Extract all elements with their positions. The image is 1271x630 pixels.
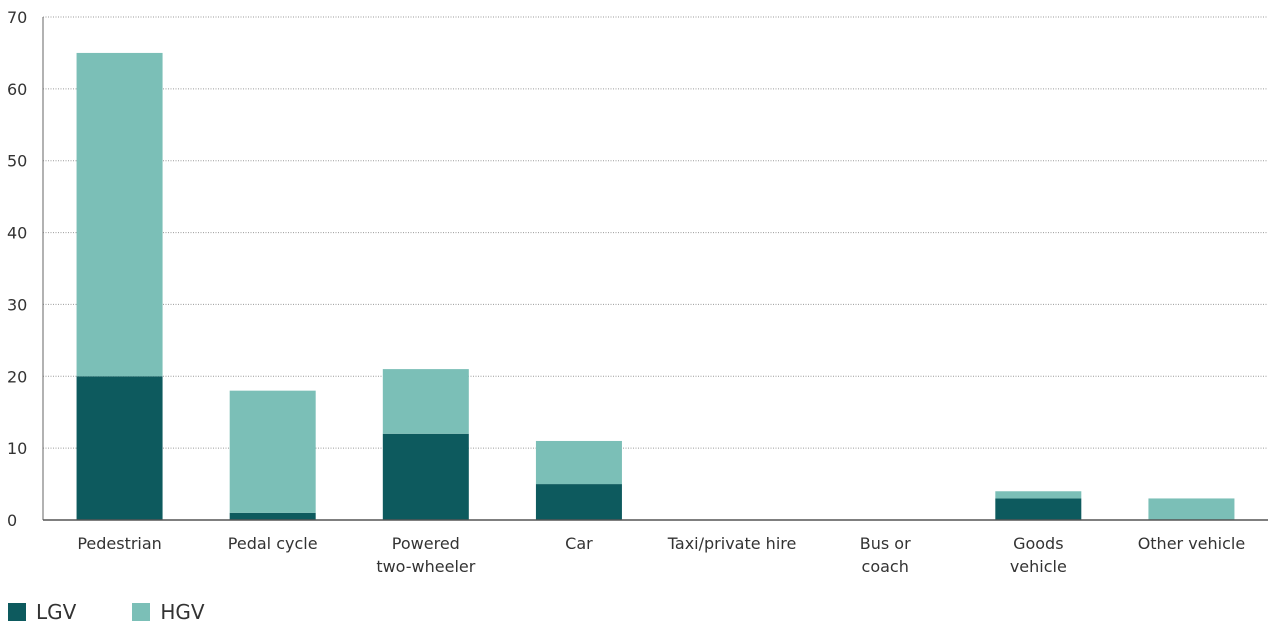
- x-tick-label-line: Powered: [392, 534, 460, 553]
- x-tick-label-line: Pedal cycle: [228, 534, 318, 553]
- x-tick-label-line: vehicle: [1010, 557, 1067, 576]
- legend: LGV HGV: [8, 600, 261, 624]
- bar-lgv-0: [76, 376, 163, 520]
- legend-swatch-hgv: [132, 603, 151, 621]
- x-tick-label: Taxi/private hire: [667, 534, 797, 553]
- bar-lgv-2: [382, 433, 469, 520]
- bar-chart: 0 10 20 30 40 50 60 70 Pedestrian Pedal cycle Pow…: [7, 8, 1268, 576]
- y-tick-label: 0: [7, 511, 17, 530]
- x-tick-label-line: Other vehicle: [1138, 534, 1246, 553]
- legend-label-hgv: HGV: [160, 600, 205, 624]
- x-tick-label: Goods vehicle: [1010, 534, 1067, 576]
- legend-label-lgv: LGV: [36, 600, 77, 624]
- legend-item-lgv: LGV: [8, 600, 76, 624]
- y-tick-label: 30: [7, 295, 27, 314]
- bar-hgv-3: [535, 440, 622, 485]
- bar-hgv-2: [382, 369, 469, 434]
- y-tick-label: 50: [7, 152, 27, 171]
- bar-lgv-1: [229, 512, 316, 520]
- bar-lgv-3: [535, 484, 622, 520]
- y-tick-label: 20: [7, 367, 27, 386]
- gridlines: [43, 16, 1268, 449]
- x-tick-label: Bus or coach: [860, 534, 911, 576]
- y-tick-label: 70: [7, 8, 27, 27]
- y-axis: 0 10 20 30 40 50 60 70: [7, 8, 44, 530]
- bar-hgv-7: [1148, 498, 1235, 520]
- x-tick-label-line: Goods: [1013, 534, 1063, 553]
- bar-hgv-1: [229, 390, 316, 513]
- x-tick-label-line: Bus or: [860, 534, 911, 553]
- bar-hgv-0: [76, 52, 163, 377]
- x-tick-label-line: Pedestrian: [77, 534, 162, 553]
- x-tick-label-line: coach: [862, 557, 909, 576]
- x-tick-label-line: Taxi/private hire: [667, 534, 797, 553]
- y-tick-label: 10: [7, 439, 27, 458]
- x-tick-label: Other vehicle: [1138, 534, 1246, 553]
- x-tick-label-line: Car: [565, 534, 593, 553]
- x-tick-label: Pedestrian: [77, 534, 162, 553]
- y-tick-label: 40: [7, 224, 27, 243]
- bars: [76, 52, 1235, 520]
- legend-item-hgv: HGV: [132, 600, 205, 624]
- x-tick-label: Car: [565, 534, 593, 553]
- x-axis: Pedestrian Pedal cycle Powered two-wheeler C…: [43, 519, 1268, 576]
- x-tick-label: Pedal cycle: [228, 534, 318, 553]
- bar-hgv-6: [995, 491, 1082, 499]
- x-tick-label-line: two-wheeler: [376, 557, 475, 576]
- x-tick-label: Powered two-wheeler: [376, 534, 475, 576]
- y-tick-label: 60: [7, 80, 27, 99]
- legend-swatch-lgv: [8, 603, 26, 621]
- bar-lgv-6: [995, 498, 1082, 520]
